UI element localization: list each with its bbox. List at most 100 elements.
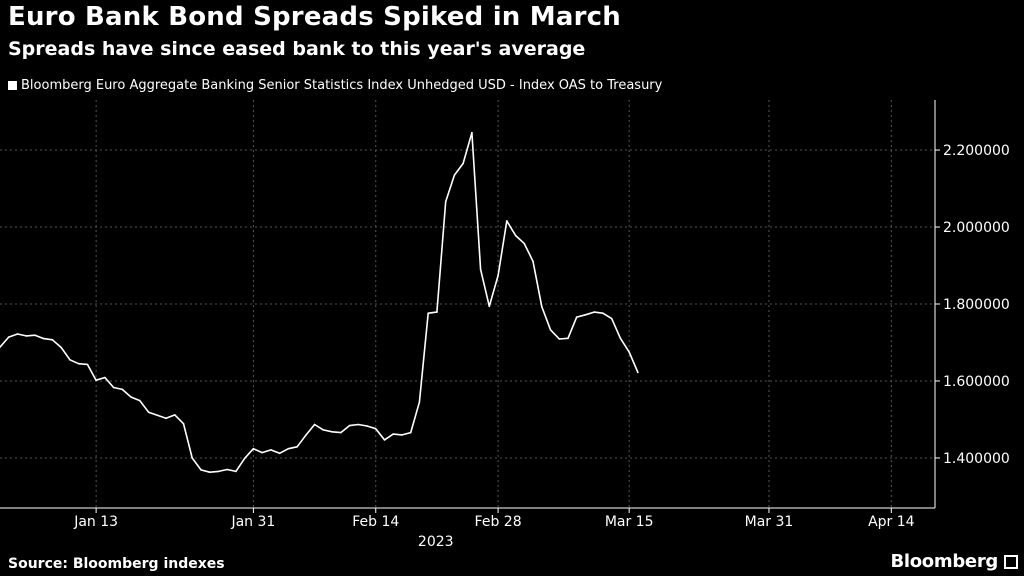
data-point [418, 401, 421, 404]
data-point [235, 470, 237, 473]
data-point [174, 414, 176, 416]
x-tick-label: Apr 14 [868, 514, 915, 530]
data-point [383, 439, 386, 441]
x-tick-label: Mar 15 [605, 514, 654, 530]
data-point [593, 311, 595, 313]
data-point [462, 162, 464, 165]
data-point [602, 312, 604, 315]
data-point [69, 359, 71, 361]
data-point [156, 414, 159, 417]
x-axis-label: 2023 [418, 534, 454, 550]
data-point [567, 337, 569, 340]
axes [0, 100, 940, 513]
data-point [401, 434, 403, 436]
data-point [453, 174, 456, 176]
y-tick-label: 2.200000 [943, 143, 1010, 159]
data-point [208, 471, 211, 474]
data-point [278, 452, 281, 455]
x-tick-label: Jan 13 [73, 514, 118, 530]
data-point [392, 433, 395, 435]
data-point [165, 417, 167, 420]
data-point [121, 388, 124, 391]
data-point [348, 424, 351, 427]
data-point [270, 449, 272, 451]
data-point [532, 260, 534, 263]
data-point [252, 447, 255, 450]
data-point [637, 371, 639, 374]
data-point [261, 451, 263, 454]
data-point [549, 329, 552, 331]
data-point [514, 234, 517, 237]
data-point [200, 469, 202, 471]
bloomberg-logo: Bloomberg [890, 551, 1018, 572]
x-tick-label: Mar 31 [745, 514, 794, 530]
chart-legend: Bloomberg Euro Aggregate Banking Senior … [8, 78, 662, 93]
data-point [374, 427, 377, 430]
data-point [584, 314, 587, 316]
data-point [34, 334, 36, 337]
data-point [619, 337, 622, 340]
y-tick-label: 1.600000 [943, 374, 1010, 390]
x-tick-label: Jan 31 [230, 514, 275, 530]
data-point [506, 220, 508, 222]
tick-labels: 1.400000 1.600000 1.800000 2.000000 2.200000… [73, 143, 1010, 550]
chart-subtitle: Spreads have since eased bank to this ye… [8, 38, 586, 60]
data-point [313, 423, 316, 426]
data-point [471, 131, 473, 134]
data-point [182, 422, 185, 425]
data-point [104, 376, 106, 379]
data-point [558, 338, 561, 340]
data-point [366, 425, 368, 427]
data-point [436, 311, 438, 313]
data-point [340, 431, 342, 434]
data-point [25, 335, 28, 337]
y-tick-label: 1.400000 [943, 451, 1010, 467]
data-point [51, 339, 54, 341]
data-point [444, 200, 447, 203]
data-point [7, 336, 10, 338]
data-point [77, 362, 80, 365]
brand-name: Bloomberg [890, 551, 998, 572]
data-point [60, 346, 62, 349]
data-point [575, 316, 578, 318]
data-point [130, 396, 132, 398]
data-point [331, 431, 333, 433]
data-point [305, 434, 307, 437]
data-point [497, 274, 499, 277]
data-point [16, 333, 19, 335]
data-point [628, 351, 630, 353]
data-point [226, 468, 228, 471]
y-tick-label: 1.800000 [943, 297, 1010, 313]
series-layer [0, 131, 639, 474]
data-point [523, 242, 526, 245]
data-point [287, 447, 290, 450]
legend-swatch [8, 81, 17, 90]
data-point [296, 446, 298, 448]
y-tick-label: 2.000000 [943, 220, 1010, 236]
data-point [541, 305, 543, 308]
data-point [409, 431, 412, 434]
x-tick-label: Feb 14 [352, 514, 399, 530]
legend-label: Bloomberg Euro Aggregate Banking Senior … [21, 78, 663, 93]
brand-box-icon [1004, 554, 1018, 569]
data-point [139, 399, 141, 402]
source-note: Source: Bloomberg indexes [8, 556, 225, 572]
data-point [147, 411, 150, 414]
x-tick-label: Feb 28 [475, 514, 522, 530]
data-point [217, 470, 220, 473]
gridlines [0, 100, 935, 508]
data-point [610, 317, 613, 320]
data-point [86, 363, 89, 366]
data-point [427, 312, 430, 315]
data-point [42, 337, 45, 340]
data-point [191, 457, 193, 459]
data-point [488, 305, 491, 308]
data-point [322, 429, 325, 431]
data-point [357, 423, 360, 426]
series-line [0, 131, 639, 473]
data-point [0, 346, 1, 348]
data-point [112, 386, 115, 389]
data-point [479, 268, 482, 271]
data-point [95, 379, 97, 382]
